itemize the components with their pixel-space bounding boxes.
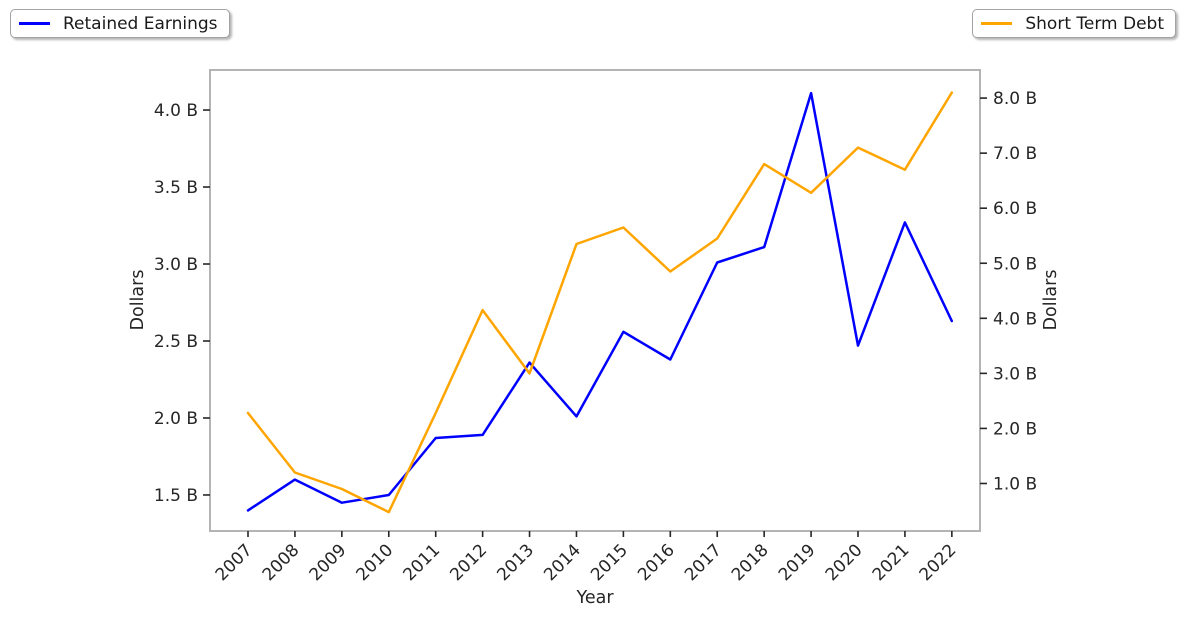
x-tick-label: 2016 [634,540,679,585]
left-y-tick-label: 1.5 B [154,486,198,506]
legend-short-term-debt: Short Term Debt [972,9,1176,38]
x-tick-label: 2009 [306,540,351,585]
x-tick-label: 2017 [681,540,726,585]
legend-retained-earnings-label: Retained Earnings [63,13,218,34]
x-tick-label: 2010 [353,540,398,585]
x-tick-label: 2022 [916,540,961,585]
short-term-debt-line [246,91,954,514]
short-term-debt-line-swatch [981,22,1013,25]
retained-earnings-line [246,91,954,512]
left-y-tick-label: 2.5 B [154,332,198,352]
x-tick-label: 2015 [587,540,632,585]
x-axis-title: Year [575,588,614,608]
legend-short-term-debt-label: Short Term Debt [1025,13,1164,34]
right-y-tick-label: 3.0 B [993,364,1037,384]
right-y-tick-label: 2.0 B [993,419,1037,439]
right-axis-title: Dollars [1041,270,1061,331]
series-lines [246,91,954,514]
right-y-tick-label: 7.0 B [993,144,1037,164]
right-y-tick-label: 1.0 B [993,474,1037,494]
right-y-tick-label: 8.0 B [993,89,1037,109]
x-tick-label: 2012 [446,540,491,585]
x-tick-label: 2019 [775,540,820,585]
left-y-tick-label: 3.0 B [154,255,198,275]
plot-area-border [209,69,981,532]
right-y-tick-label: 6.0 B [993,199,1037,219]
x-tick-label: 2020 [822,540,867,585]
x-tick-label: 2007 [212,540,257,585]
x-tick-label: 2018 [728,540,773,585]
x-tick-label: 2013 [493,540,538,585]
left-y-tick-label: 3.5 B [154,178,198,198]
x-tick-label: 2008 [259,540,304,585]
x-tick-label: 2014 [540,540,585,585]
left-axis-title: Dollars [128,270,148,331]
left-y-tick-label: 4.0 B [154,101,198,121]
legend-retained-earnings: Retained Earnings [10,9,230,38]
right-y-tick-label: 5.0 B [993,254,1037,274]
x-tick-label: 2011 [399,540,444,585]
right-y-tick-label: 4.0 B [993,309,1037,329]
left-y-tick-label: 2.0 B [154,409,198,429]
x-tick-label: 2021 [869,540,914,585]
retained-earnings-line-swatch [19,22,50,25]
